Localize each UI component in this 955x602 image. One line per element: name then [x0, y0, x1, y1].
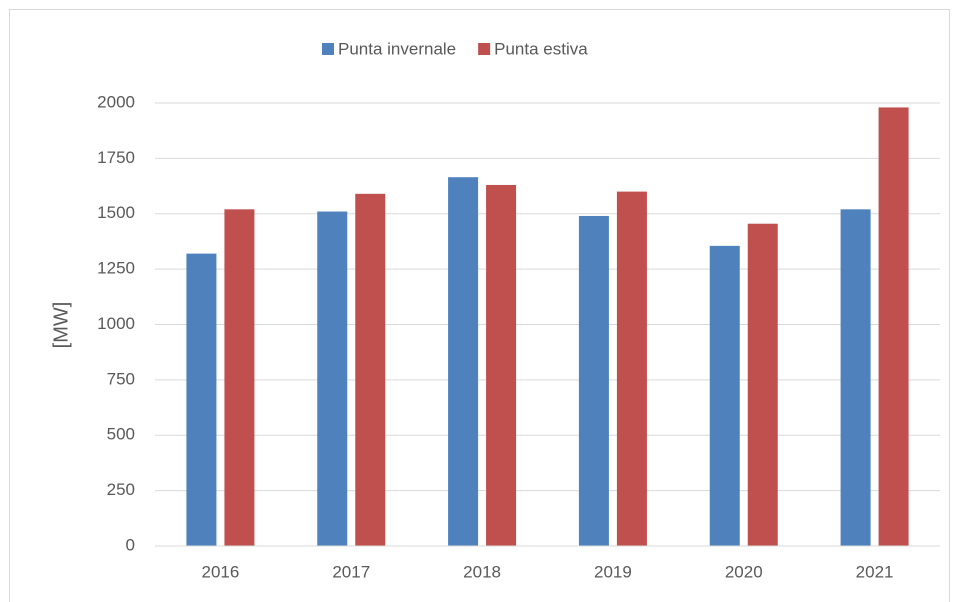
- bar: [486, 184, 517, 546]
- y-tick-label: 750: [107, 369, 135, 388]
- bar: [840, 209, 871, 546]
- bar: [578, 215, 609, 546]
- x-tick-label: 2016: [202, 562, 240, 581]
- x-tick-label: 2018: [463, 562, 501, 581]
- legend-swatch: [478, 43, 491, 55]
- x-tick-label: 2020: [725, 562, 763, 581]
- bar: [747, 223, 778, 546]
- y-tick-label: 250: [107, 480, 135, 499]
- legend-label: Punta estiva: [494, 39, 588, 58]
- y-tick-label: 2000: [97, 92, 135, 111]
- bar: [448, 177, 479, 546]
- y-tick-label: 1250: [97, 259, 135, 278]
- y-tick-label: 1750: [97, 148, 135, 167]
- bar: [355, 193, 386, 546]
- x-tick-label: 2021: [856, 562, 894, 581]
- chart-border: [9, 9, 950, 602]
- y-tick-label: 1500: [97, 203, 135, 222]
- x-tick-label: 2017: [332, 562, 370, 581]
- bar: [186, 253, 217, 546]
- bar: [878, 107, 909, 547]
- legend-label: Punta invernale: [338, 39, 456, 58]
- bar: [317, 211, 348, 546]
- x-tick-label: 2019: [594, 562, 632, 581]
- bar: [224, 209, 255, 546]
- y-tick-label: 1000: [97, 314, 135, 333]
- bar: [709, 245, 740, 546]
- y-axis-label: [MW]: [50, 302, 72, 349]
- bar: [616, 191, 647, 546]
- y-tick-label: 0: [126, 535, 135, 554]
- y-tick-label: 500: [107, 425, 135, 444]
- legend-swatch: [322, 43, 334, 55]
